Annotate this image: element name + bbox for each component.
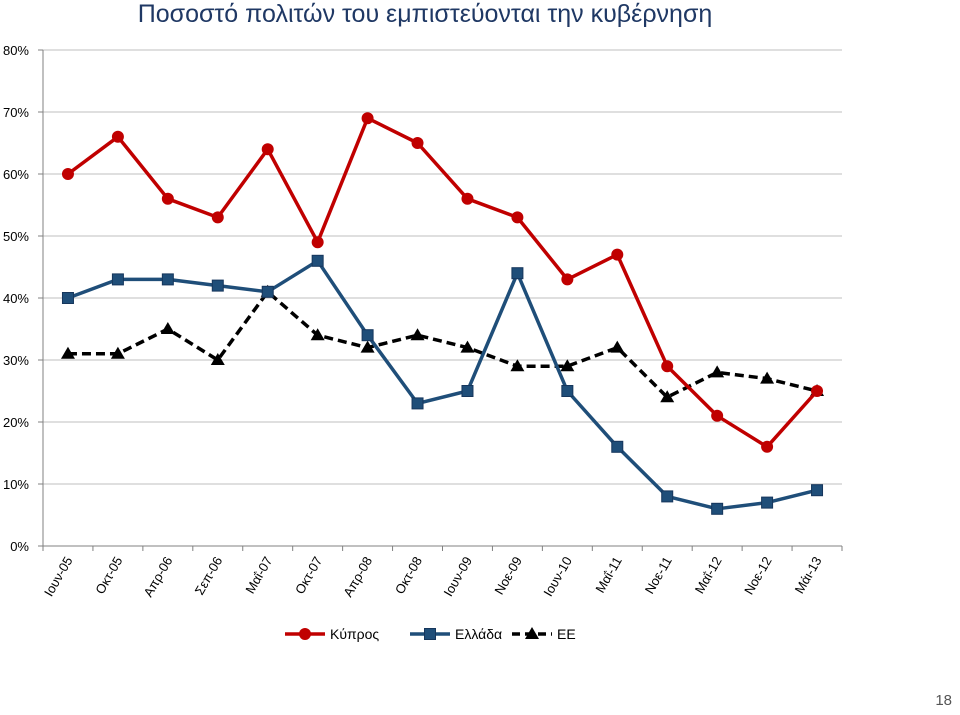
x-tick-label: Νοε-09	[491, 554, 525, 597]
data-point	[261, 143, 274, 156]
data-point	[211, 211, 224, 224]
data-point	[711, 409, 724, 422]
y-tick-label: 60%	[3, 167, 29, 182]
series-2	[61, 254, 824, 515]
data-point	[361, 329, 374, 342]
gridlines	[43, 49, 842, 485]
x-tick-label: Οκτ-05	[92, 554, 125, 597]
data-point	[661, 360, 674, 373]
data-point	[311, 236, 324, 249]
data-point	[410, 328, 425, 341]
series-3	[60, 284, 825, 403]
y-tick-label: 70%	[3, 105, 29, 120]
x-tick-label: Μαΐ-07	[242, 554, 275, 596]
x-axis-tick-labels: Ιουν-05 Οκτ-05 Απρ-06 Σεπ-06 Μαΐ-07 Οκτ-07 Απρ…	[41, 554, 825, 599]
data-point	[311, 254, 324, 267]
data-point	[160, 322, 175, 334]
legend-marker	[424, 628, 436, 640]
legend-marker	[525, 627, 539, 639]
data-point	[460, 340, 475, 353]
page-number: 18	[935, 692, 952, 709]
chart-title: Ποσοστό πολιτών του εμπιστεύονται την κυ…	[137, 0, 713, 28]
data-point	[61, 292, 74, 304]
data-point	[511, 211, 524, 224]
data-point	[210, 353, 225, 365]
data-point	[610, 340, 625, 353]
legend-label: Κύπρος	[330, 626, 379, 642]
legend-item: ΕΕ	[512, 626, 576, 642]
x-tick-label: Οκτ-07	[292, 554, 325, 597]
data-point	[360, 340, 375, 353]
data-point	[261, 285, 274, 298]
y-axis-tick-labels: 0% 10% 20% 30% 40% 50% 60% 70% 80%	[3, 43, 29, 554]
data-point	[710, 365, 725, 378]
data-point	[561, 385, 574, 397]
data-point	[161, 273, 174, 286]
data-point	[561, 273, 574, 286]
x-tick-label: Μαΐ-12	[692, 554, 725, 596]
data-point	[61, 168, 74, 180]
data-point	[60, 346, 75, 359]
series-line	[67, 290, 818, 399]
data-point	[711, 502, 724, 515]
x-tick-label: Μαΐ-11	[592, 554, 625, 595]
data-point	[510, 359, 525, 372]
legend-item: Κύπρος	[285, 626, 379, 642]
x-tick-label: Ιουν-09	[440, 554, 475, 599]
data-point	[661, 490, 674, 503]
legend-label: Ελλάδα	[455, 626, 502, 642]
data-point	[110, 346, 125, 359]
x-tick-label: Οκτ-08	[392, 554, 425, 597]
x-tick-label: Μάι-13	[792, 554, 825, 596]
data-point	[761, 496, 774, 509]
data-point	[161, 192, 174, 205]
y-tick-label: 40%	[3, 291, 29, 306]
x-tick-label: Απρ-06	[141, 554, 176, 599]
data-point	[111, 273, 124, 286]
data-point	[411, 137, 424, 149]
y-tick-label: 10%	[3, 477, 29, 492]
legend: Κύπρος Ελλάδα ΕΕ	[285, 626, 576, 642]
data-point	[411, 397, 424, 410]
data-point	[361, 112, 374, 125]
x-tick-label: Ιουν-05	[41, 554, 76, 599]
data-point	[660, 390, 675, 403]
data-point	[761, 440, 774, 453]
y-tick-label: 30%	[3, 353, 29, 368]
series-group	[60, 112, 825, 515]
data-point	[111, 130, 124, 143]
data-point	[461, 192, 474, 205]
x-tick-label: Απρ-08	[340, 554, 375, 599]
data-point	[811, 484, 824, 497]
y-tick-label: 0%	[10, 539, 29, 554]
y-tick-label: 80%	[3, 43, 29, 58]
legend-marker	[299, 628, 311, 640]
y-tick-label: 50%	[3, 229, 29, 244]
legend-item: Ελλάδα	[410, 626, 502, 642]
x-tick-label: Νοε-11	[642, 554, 675, 596]
y-tick-label: 20%	[3, 415, 29, 430]
data-point	[811, 385, 824, 397]
x-tick-label: Σεπ-06	[192, 554, 226, 598]
data-point	[461, 385, 474, 397]
series-line	[67, 259, 818, 511]
data-point	[611, 248, 624, 261]
axes	[38, 49, 843, 551]
data-point	[560, 359, 575, 372]
x-tick-label: Ιουν-10	[540, 554, 575, 599]
data-point	[310, 328, 325, 341]
series-1	[61, 112, 824, 453]
x-tick-label: Νοε-12	[741, 554, 775, 597]
data-point	[760, 371, 775, 384]
data-point	[211, 279, 224, 292]
legend-label: ΕΕ	[557, 626, 576, 642]
data-point	[511, 267, 524, 280]
data-point	[611, 440, 624, 453]
series-line	[66, 116, 819, 449]
